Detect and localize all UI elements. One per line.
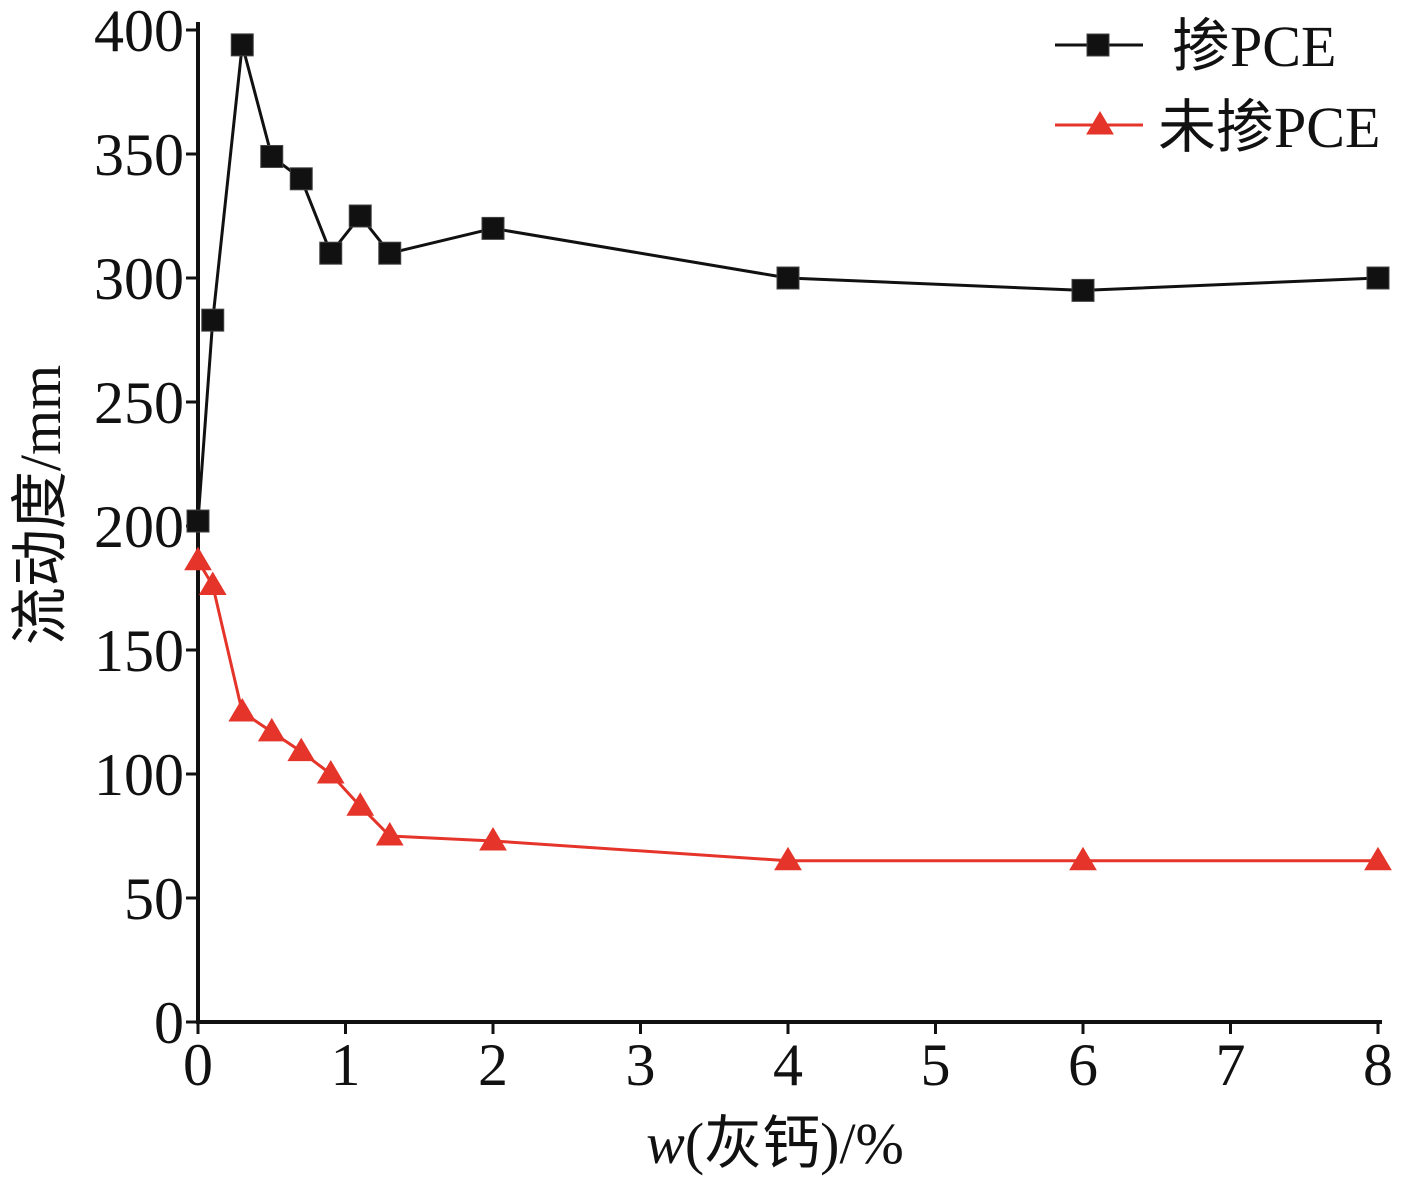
series-1 [186,33,1390,533]
series-2-point [316,760,345,784]
series-2-point [198,571,227,596]
legend: 掺PCE 未掺PCE [1055,14,1380,160]
y-tick-label: 0 [154,990,184,1056]
series-1-point [260,144,284,168]
series-2 [184,546,1392,871]
series-2-point [257,717,286,742]
x-axis-label-variable: w [646,1111,685,1176]
x-axis-label-rest: (灰钙)/% [685,1111,904,1176]
x-tick-label: 5 [921,1032,951,1098]
series-1-point [289,167,313,191]
y-axis-label: 流动度/mm [8,365,73,645]
x-tick-label: 1 [331,1032,361,1098]
y-tick-label: 350 [94,122,184,188]
x-tick-label: 3 [626,1032,656,1098]
series-2-point [774,846,802,871]
series-1-point [319,241,343,265]
legend-square-marker-icon [1086,33,1110,57]
y-tick-label: 300 [94,246,184,312]
series-2-point [1069,846,1097,871]
series-1-point [201,308,225,332]
legend-label-series-2: 未掺PCE [1158,95,1380,160]
legend-marker-series-1 [1086,33,1110,57]
x-tick-label: 8 [1363,1032,1393,1098]
y-tick-label: 50 [124,866,184,932]
series-2-point [346,792,375,816]
x-tick-label: 2 [478,1032,508,1098]
y-tick-label: 400 [94,0,184,64]
series-1-point [186,509,210,533]
series-2-point [375,822,404,846]
x-tick-label: 7 [1216,1032,1246,1098]
x-tick-label: 0 [183,1032,213,1098]
legend-triangle-marker-icon [1086,111,1114,135]
series-1-point [481,216,505,240]
series-layer [184,33,1392,871]
series-1-point [348,204,372,228]
y-tick-label: 200 [94,494,184,560]
legend-label-series-1: 掺PCE [1172,14,1336,79]
legend-item-series-1: 掺PCE [1055,14,1336,79]
series-2-line [196,559,1378,863]
legend-marker-series-2 [1086,111,1114,135]
series-1-point [378,241,402,265]
series-2-point [287,737,316,762]
x-tick-label: 4 [773,1032,803,1098]
legend-item-series-2: 未掺PCE [1055,95,1380,160]
series-1-point [776,266,800,290]
axes: 0 50 100 150 200 250 300 350 400 0 1 2 3 4 5 6 7 8 [94,0,1393,1098]
series-2-point [1364,846,1392,871]
y-tick-label: 100 [94,742,184,808]
series-1-point [1071,278,1095,302]
series-1-point [230,33,254,57]
series-1-point [1366,266,1390,290]
x-axis-label: w(灰钙)/% [646,1111,904,1176]
y-tick-label: 250 [94,370,184,436]
x-tick-label: 6 [1068,1032,1098,1098]
series-2-point [479,826,507,851]
series-1-line [196,43,1379,522]
series-2-point [228,698,257,722]
series-2-point [184,546,212,571]
y-tick-label: 150 [94,618,184,684]
